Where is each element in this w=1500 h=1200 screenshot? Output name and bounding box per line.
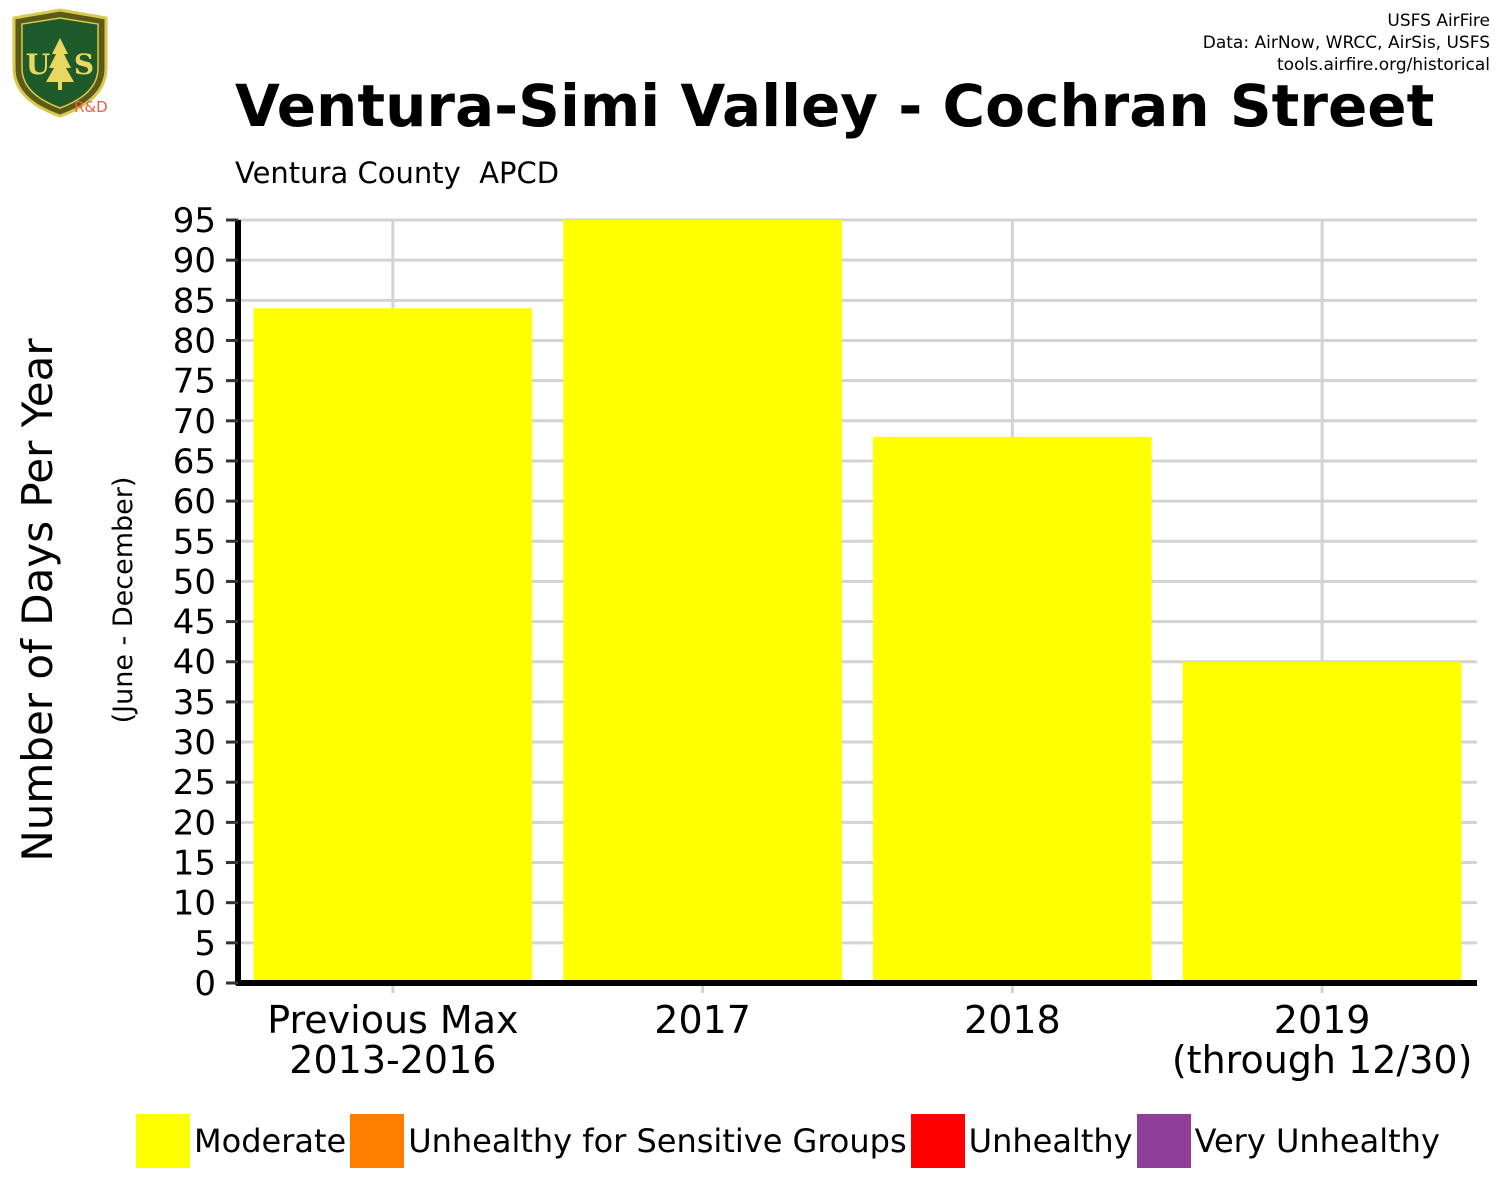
- x-tick-label: 2019: [1274, 998, 1371, 1042]
- y-tick-label: 85: [173, 281, 216, 321]
- bar: [1182, 661, 1462, 983]
- y-tick-label: 40: [173, 643, 216, 683]
- legend-item: Moderate: [136, 1114, 346, 1168]
- x-tick-label: Previous Max: [267, 998, 518, 1042]
- x-tick-label: 2018: [964, 998, 1061, 1042]
- legend-label: Unhealthy for Sensitive Groups: [408, 1122, 907, 1160]
- svg-text:U: U: [26, 48, 50, 81]
- chart-title: Ventura-Simi Valley - Cochran Street: [235, 72, 1435, 140]
- credit-line: tools.airfire.org/historical: [1277, 55, 1490, 75]
- legend-item: Unhealthy for Sensitive Groups: [350, 1114, 907, 1168]
- bar: [253, 308, 533, 983]
- x-tick-label: (through 12/30): [1172, 1038, 1473, 1082]
- y-tick-label: 55: [173, 522, 216, 562]
- y-tick-label: 75: [173, 362, 216, 402]
- y-tick-label: 90: [173, 241, 216, 281]
- legend-swatch: [350, 1114, 405, 1168]
- legend-label: Very Unhealthy: [1194, 1122, 1440, 1160]
- y-tick-label: 95: [173, 201, 216, 241]
- y-tick-label: 65: [173, 442, 216, 482]
- y-tick-label: 70: [173, 402, 216, 442]
- y-tick-label: 30: [173, 723, 216, 763]
- y-tick-label: 10: [173, 884, 216, 924]
- legend-label: Moderate: [194, 1122, 347, 1160]
- y-tick-label: 5: [194, 924, 216, 964]
- legend-item: Unhealthy: [910, 1114, 1133, 1168]
- bar: [563, 220, 843, 983]
- usfs-logo: U S: [8, 8, 112, 118]
- svg-text:S: S: [74, 48, 94, 81]
- credits: USFS AirFire Data: AirNow, WRCC, AirSis,…: [1203, 10, 1490, 76]
- y-tick-label: 0: [194, 964, 216, 1004]
- y-tick-label: 80: [173, 321, 216, 361]
- credit-line: Data: AirNow, WRCC, AirSis, USFS: [1202, 33, 1490, 53]
- y-tick-label: 20: [173, 803, 216, 843]
- credit-line: USFS AirFire: [1387, 11, 1490, 31]
- legend-swatch: [136, 1114, 190, 1168]
- y-tick-label: 50: [173, 562, 216, 602]
- y-axis-sublabel: (June - December): [108, 477, 139, 724]
- logo-rd-label: R&D: [74, 98, 108, 116]
- y-axis-label: Number of Days Per Year: [13, 338, 62, 862]
- chart-subtitle: Ventura County APCD: [235, 156, 560, 190]
- y-tick-label: 25: [173, 763, 216, 803]
- legend-label: Unhealthy: [968, 1122, 1133, 1160]
- legend-swatch: [1136, 1114, 1191, 1168]
- legend-swatch: [910, 1114, 965, 1168]
- x-tick-label: 2013-2016: [289, 1038, 496, 1082]
- y-tick-label: 15: [173, 844, 216, 884]
- bars: [253, 220, 1462, 983]
- y-tick-label: 60: [173, 482, 216, 522]
- legend-item: Very Unhealthy: [1136, 1114, 1440, 1168]
- y-tick-label: 45: [173, 603, 216, 643]
- x-tick-label: 2017: [654, 998, 751, 1042]
- y-tick-label: 35: [173, 683, 216, 723]
- legend: Moderate Unhealthy for Sensitive Groups Un…: [136, 1113, 1444, 1169]
- axes: [235, 220, 1477, 986]
- bar: [872, 436, 1152, 983]
